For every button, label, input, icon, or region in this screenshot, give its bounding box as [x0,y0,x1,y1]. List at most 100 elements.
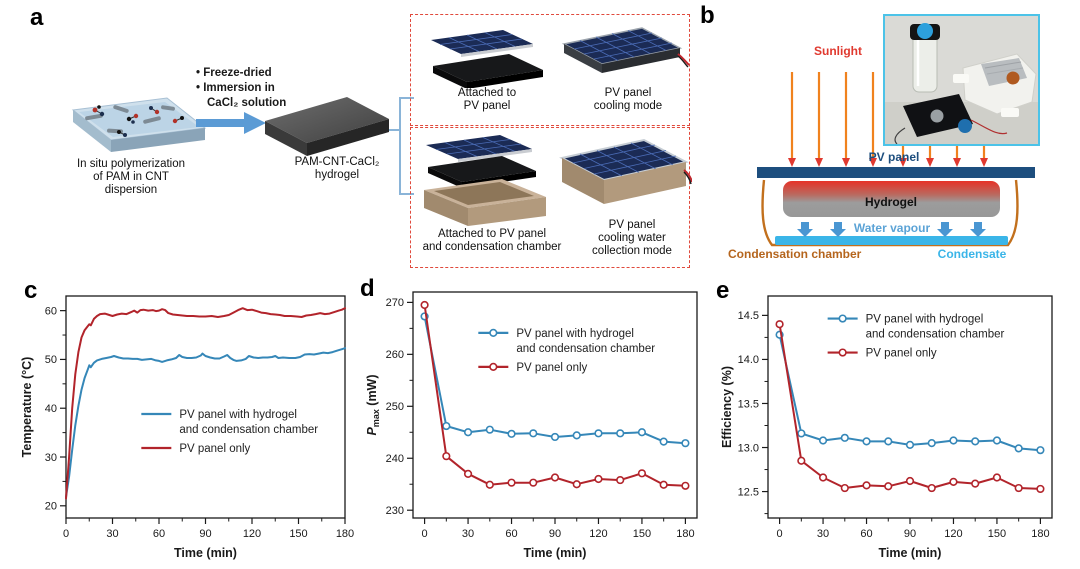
series-line [65,307,346,500]
data-point [971,479,980,488]
data-point [949,436,958,445]
data-point [507,429,516,438]
data-point [594,474,603,484]
x-tick-label: 120 [243,528,261,540]
data-point [818,436,828,445]
hydrogel-layer-illustration [433,54,543,88]
condensation-chamber-label: Condensation chamber [728,247,862,261]
data-point [550,432,560,442]
legend-marker-sample [489,328,498,338]
data-point [797,429,806,438]
x-tick-label: 180 [336,528,354,540]
data-point [681,439,690,448]
cooling-mode-caption: PV panel cooling mode [593,87,663,112]
x-tick-label: 150 [988,528,1006,540]
data-point [1036,484,1045,494]
legend-marker-sample [838,348,847,357]
y-tick-label: 14.0 [738,354,759,366]
data-point [659,480,668,489]
plot-frame [65,295,346,519]
y-tick-label: 13.0 [738,442,759,454]
y-tick-label: 230 [386,505,404,517]
x-tick-label: 120 [944,528,962,540]
x-tick-label: 180 [676,528,694,540]
legend-label: PV panel with hydrogel [179,409,297,421]
y-tick-label: 270 [386,297,404,309]
data-point [572,431,581,440]
y-axis: 230 240 250 260 270 [386,297,413,517]
data-point [463,469,473,478]
x-tick-label: 150 [289,528,307,540]
x-tick-label: 0 [422,528,428,540]
panel-d-label: d [360,275,375,302]
data-point [1014,483,1023,493]
legend-marker-sample [838,314,847,323]
data-point [529,478,538,487]
x-tick-label: 60 [153,528,165,540]
condensation-chamber-illustration [424,179,546,226]
inset-photo-illustration [885,16,1038,144]
vapour-arrows [797,222,986,237]
legend: PV panel with hydrogel and condensation c… [827,314,1005,360]
pv-panel-photo [894,94,1008,144]
slab-caption: PAM-CNT-CaCl₂ hydrogel [294,156,380,181]
legend-label: PV panel with hydrogel [866,314,984,326]
chart-pmax: 0 30 60 90 120 150 180 230 240 250 260 270 Time (min… [357,280,709,566]
x-tick-label: 90 [549,528,561,540]
x-tick-label: 60 [860,528,872,540]
attached-pv-caption: Attached to PV panel [457,87,517,112]
data-point [862,437,871,446]
x-tick-label: 180 [1031,528,1049,540]
y-tick-label: 260 [386,349,404,361]
x-tick-label: 30 [462,528,474,540]
legend-label: PV panel only [866,348,937,360]
data-point [840,433,849,442]
y-axis-label: Pmax (mW) [365,374,381,435]
chart-temperature: 0 30 60 90 120 150 180 20 30 40 50 60 Time (min) Temp… [12,282,355,566]
data-point [927,439,936,448]
x-axis-label: Time (min) [174,546,237,560]
data-point [420,300,429,310]
data-point [637,469,647,478]
data-point [992,473,1002,482]
sunlight-arrowheads [788,158,988,167]
condensate-bar [775,236,1008,245]
data-point [659,437,668,446]
y-axis: 20 30 40 50 60 [45,305,66,513]
x-tick-label: 120 [589,528,607,540]
y-tick-label: 40 [45,403,57,415]
legend-label: and condensation chamber [179,424,318,436]
data-point [442,421,451,431]
data-point [616,429,625,438]
y-tick-label: 60 [45,305,57,317]
data-point [971,437,980,446]
pv-sheet-illustration [426,135,532,162]
legend: PV panel with hydrogel and condensation c… [141,409,318,455]
y-tick-label: 240 [386,453,404,465]
y-axis-label: Temperature (°C) [20,357,34,458]
y-tick-label: 20 [45,501,57,513]
pv-panel-water-collection-illustration [559,138,692,204]
data-point [637,428,647,437]
legend: PV panel with hydrogel and condensation c… [478,328,655,374]
legend-label: and condensation chamber [866,329,1005,341]
series-line [65,347,346,498]
water-collection-mode-box [410,127,690,268]
legend-marker-sample [489,362,498,371]
y-tick-label: 50 [45,354,57,366]
pv-sheet-illustration [431,30,533,57]
hydrogel-block [783,181,1000,217]
data-point [949,477,958,486]
chart-svg-d: 0 30 60 90 120 150 180 230 240 250 260 270 Time (min… [365,291,698,560]
process-arrow-icon [196,112,266,134]
data-point [442,452,451,461]
data-point [884,482,893,491]
panel-e-label: e [716,277,730,304]
sunlight-label: Sunlight [814,44,862,58]
data-point [927,483,936,493]
legend-label: and condensation chamber [516,343,655,355]
x-tick-label: 150 [633,528,651,540]
sunlight-arrows [790,72,986,158]
condensation-chamber-photo [953,53,1037,117]
